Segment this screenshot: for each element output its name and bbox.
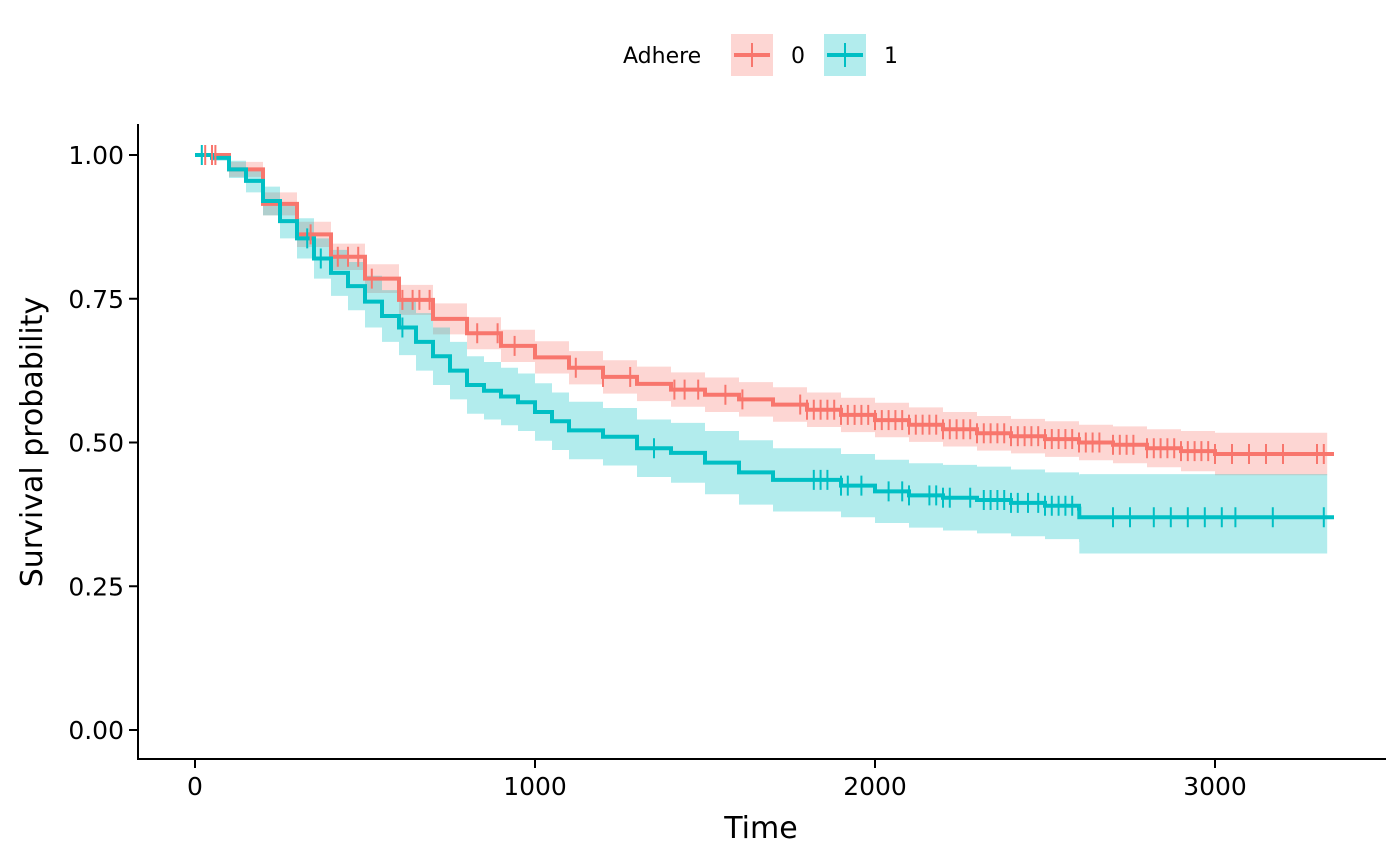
y-tick-label: 0.25 <box>68 572 124 601</box>
y-tick-label: 0.00 <box>68 716 124 745</box>
censor-marks <box>200 145 1325 528</box>
y-tick-label: 0.50 <box>68 429 124 458</box>
survival-curve-1 <box>195 153 1334 520</box>
legend-label-0: 0 <box>791 44 805 69</box>
survival-curves <box>195 153 1334 520</box>
y-axis-ticks: 0.00 0.25 0.50 0.75 1.00 <box>68 141 137 745</box>
legend-label-1: 1 <box>884 44 898 69</box>
x-tick-label: 3000 <box>1183 772 1247 801</box>
confidence-band-1 <box>195 155 1328 554</box>
y-tick-label: 0.75 <box>68 285 124 314</box>
y-axis-title: Survival probability <box>15 297 50 588</box>
y-tick-label: 1.00 <box>68 141 124 170</box>
x-tick-label: 2000 <box>843 772 907 801</box>
x-axis-ticks: 0 1000 2000 3000 <box>187 760 1247 801</box>
x-tick-label: 1000 <box>503 772 567 801</box>
confidence-band-0 <box>195 155 1328 476</box>
legend: Adhere 0 1 <box>623 34 898 76</box>
confidence-bands <box>195 155 1328 554</box>
x-tick-label: 0 <box>187 772 203 801</box>
legend-title: Adhere <box>623 44 701 69</box>
survival-curve-0 <box>195 153 1334 456</box>
x-axis-title: Time <box>723 811 797 846</box>
